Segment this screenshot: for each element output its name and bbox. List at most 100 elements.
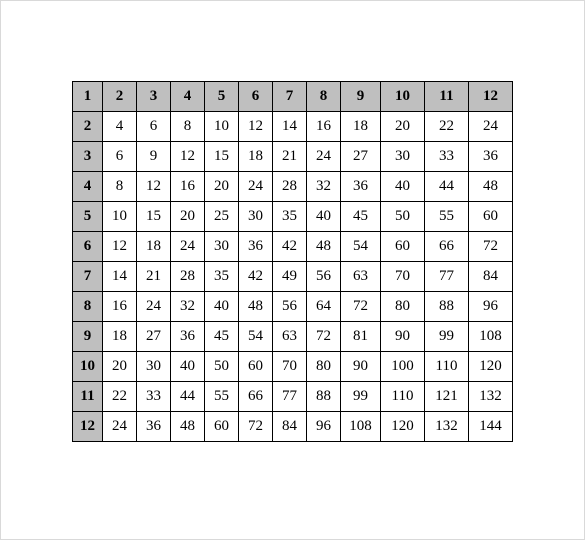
row-header: 12 xyxy=(73,412,103,442)
cell: 42 xyxy=(273,232,307,262)
cell: 32 xyxy=(171,292,205,322)
cell: 70 xyxy=(273,352,307,382)
cell: 20 xyxy=(171,202,205,232)
col-header: 3 xyxy=(137,82,171,112)
cell: 63 xyxy=(273,322,307,352)
cell: 24 xyxy=(103,412,137,442)
cell: 72 xyxy=(341,292,381,322)
cell: 22 xyxy=(103,382,137,412)
cell: 120 xyxy=(381,412,425,442)
cell: 45 xyxy=(205,322,239,352)
cell: 50 xyxy=(381,202,425,232)
table-row: 3 6 9 12 15 18 21 24 27 30 33 36 xyxy=(73,142,513,172)
cell: 10 xyxy=(103,202,137,232)
cell: 8 xyxy=(171,112,205,142)
cell: 28 xyxy=(273,172,307,202)
cell: 16 xyxy=(171,172,205,202)
cell: 21 xyxy=(273,142,307,172)
cell: 16 xyxy=(307,112,341,142)
row-header: 8 xyxy=(73,292,103,322)
cell: 55 xyxy=(205,382,239,412)
col-header: 7 xyxy=(273,82,307,112)
cell: 48 xyxy=(171,412,205,442)
cell: 9 xyxy=(137,142,171,172)
cell: 48 xyxy=(239,292,273,322)
cell: 30 xyxy=(239,202,273,232)
cell: 132 xyxy=(425,412,469,442)
cell: 24 xyxy=(307,142,341,172)
cell: 63 xyxy=(341,262,381,292)
cell: 42 xyxy=(239,262,273,292)
cell: 40 xyxy=(171,352,205,382)
cell: 15 xyxy=(205,142,239,172)
table-row: 2 4 6 8 10 12 14 16 18 20 22 24 xyxy=(73,112,513,142)
cell: 27 xyxy=(341,142,381,172)
cell: 40 xyxy=(205,292,239,322)
cell: 20 xyxy=(381,112,425,142)
cell: 99 xyxy=(341,382,381,412)
cell: 16 xyxy=(103,292,137,322)
cell: 90 xyxy=(341,352,381,382)
cell: 24 xyxy=(239,172,273,202)
cell: 14 xyxy=(103,262,137,292)
cell: 44 xyxy=(425,172,469,202)
cell: 28 xyxy=(171,262,205,292)
table-row: 5 10 15 20 25 30 35 40 45 50 55 60 xyxy=(73,202,513,232)
row-header: 11 xyxy=(73,382,103,412)
cell: 56 xyxy=(307,262,341,292)
row-header: 10 xyxy=(73,352,103,382)
cell: 90 xyxy=(381,322,425,352)
cell: 60 xyxy=(239,352,273,382)
cell: 27 xyxy=(137,322,171,352)
cell: 30 xyxy=(205,232,239,262)
table-row: 8 16 24 32 40 48 56 64 72 80 88 96 xyxy=(73,292,513,322)
table-row: 10 20 30 40 50 60 70 80 90 100 110 120 xyxy=(73,352,513,382)
cell: 32 xyxy=(307,172,341,202)
cell: 35 xyxy=(205,262,239,292)
row-header: 7 xyxy=(73,262,103,292)
cell: 120 xyxy=(469,352,513,382)
cell: 60 xyxy=(205,412,239,442)
cell: 44 xyxy=(171,382,205,412)
cell: 20 xyxy=(103,352,137,382)
cell: 72 xyxy=(307,322,341,352)
cell: 36 xyxy=(239,232,273,262)
cell: 48 xyxy=(469,172,513,202)
cell: 80 xyxy=(307,352,341,382)
col-header: 6 xyxy=(239,82,273,112)
cell: 12 xyxy=(103,232,137,262)
table-row: 6 12 18 24 30 36 42 48 54 60 66 72 xyxy=(73,232,513,262)
cell: 70 xyxy=(381,262,425,292)
cell: 22 xyxy=(425,112,469,142)
cell: 20 xyxy=(205,172,239,202)
cell: 108 xyxy=(341,412,381,442)
table-row: 4 8 12 16 20 24 28 32 36 40 44 48 xyxy=(73,172,513,202)
table-body: 1 2 3 4 5 6 7 8 9 10 11 12 2 4 6 8 10 12… xyxy=(73,82,513,442)
cell: 80 xyxy=(381,292,425,322)
cell: 36 xyxy=(469,142,513,172)
table-row: 11 22 33 44 55 66 77 88 99 110 121 132 xyxy=(73,382,513,412)
cell: 84 xyxy=(273,412,307,442)
cell: 100 xyxy=(381,352,425,382)
table-row: 7 14 21 28 35 42 49 56 63 70 77 84 xyxy=(73,262,513,292)
cell: 24 xyxy=(137,292,171,322)
cell: 54 xyxy=(341,232,381,262)
col-header: 9 xyxy=(341,82,381,112)
cell: 110 xyxy=(425,352,469,382)
cell: 10 xyxy=(205,112,239,142)
row-header: 2 xyxy=(73,112,103,142)
cell: 35 xyxy=(273,202,307,232)
col-header: 11 xyxy=(425,82,469,112)
col-header: 10 xyxy=(381,82,425,112)
cell: 36 xyxy=(341,172,381,202)
cell: 24 xyxy=(171,232,205,262)
cell: 33 xyxy=(137,382,171,412)
cell: 48 xyxy=(307,232,341,262)
cell: 8 xyxy=(103,172,137,202)
cell: 72 xyxy=(239,412,273,442)
cell: 30 xyxy=(381,142,425,172)
cell: 108 xyxy=(469,322,513,352)
cell: 18 xyxy=(103,322,137,352)
cell: 88 xyxy=(307,382,341,412)
col-header: 5 xyxy=(205,82,239,112)
